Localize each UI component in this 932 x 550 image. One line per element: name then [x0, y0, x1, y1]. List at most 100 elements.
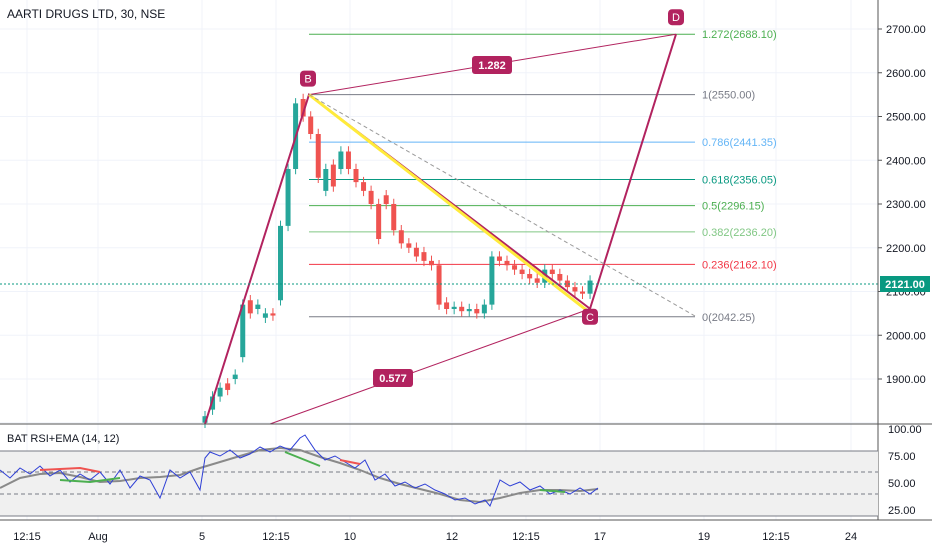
- rsi-bullish-segment-3: [539, 489, 566, 493]
- ema-line: [0, 446, 599, 504]
- candle-body: [315, 134, 321, 178]
- rsi-scale-ticks: 100.00 75.00 50.00 25.00: [888, 424, 922, 517]
- price-tick-label: 1900.00: [886, 374, 926, 386]
- yellow-trend-line[interactable]: [308, 93, 591, 314]
- rsi-pane: BAT RSI+EMA (14, 12) 100.00 75.00 50.00 25.…: [0, 424, 922, 517]
- rsi-bullish-segment-2: [284, 451, 321, 467]
- fib-label-1: 1(2550.00): [702, 90, 755, 102]
- rsi-tick-label: 75.00: [888, 451, 916, 463]
- candle-body: [255, 304, 261, 309]
- candle-body: [391, 204, 397, 231]
- candle-body: [444, 302, 450, 309]
- time-tick-label: 10: [344, 531, 356, 543]
- ratio-badge[interactable]: [472, 56, 512, 74]
- candle-body: [481, 304, 487, 314]
- ratio-badge[interactable]: [373, 369, 413, 387]
- candle-body: [368, 190, 374, 204]
- candle-body: [330, 164, 336, 187]
- candle-body: [459, 306, 465, 312]
- candle-body: [217, 387, 223, 397]
- candle-body: [564, 280, 570, 288]
- price-tick-label: 2000.00: [886, 330, 926, 342]
- candle-body: [202, 416, 208, 423]
- candle-body: [278, 225, 283, 301]
- candle-body: [270, 313, 276, 316]
- fib-label-0.382: 0.382(2236.20): [702, 227, 777, 239]
- price-tick-label: 2500.00: [886, 112, 926, 124]
- time-tick-label: 12: [446, 531, 458, 543]
- candle-body: [300, 99, 306, 117]
- candle-body: [580, 291, 585, 294]
- ratio-label: 0.577: [379, 373, 407, 385]
- candle-body: [240, 304, 246, 358]
- point-label-D: D: [672, 12, 680, 24]
- candle-body: [429, 260, 434, 266]
- candle-body: [549, 269, 555, 274]
- candle-body: [232, 374, 238, 379]
- time-axis[interactable]: 12:15 Aug 5 12:15 10 12 12:15 17 19 12:15 24: [13, 531, 857, 543]
- candle-body: [323, 169, 329, 191]
- candle-body: [496, 256, 502, 261]
- fib-label-0.5: 0.5(2296.15): [702, 201, 764, 213]
- candle-body: [376, 204, 382, 239]
- candle-body: [398, 230, 404, 244]
- chart-title: AARTI DRUGS LTD, 30, NSE: [7, 7, 165, 21]
- time-tick-label: 19: [698, 531, 710, 543]
- candle-body: [527, 274, 533, 279]
- candle-body: [519, 269, 525, 274]
- candle-body: [353, 169, 359, 183]
- fibonacci-levels[interactable]: 1.272(2688.10) 1(2550.00) 0.786(2441.35) 0.…: [309, 29, 777, 324]
- candle-body: [383, 195, 389, 204]
- point-label-C: C: [586, 312, 594, 324]
- candle-body: [512, 265, 518, 270]
- candle-body: [345, 151, 351, 169]
- rsi-bullish-segment: [59, 477, 121, 484]
- candle-body: [466, 309, 472, 312]
- price-scale[interactable]: [878, 0, 932, 550]
- candle-body: [413, 247, 419, 257]
- time-tick-label: 12:15: [512, 531, 540, 543]
- price-tick-label: 2700.00: [886, 24, 926, 36]
- candle-body: [534, 278, 540, 283]
- time-tick-label: 5: [199, 531, 205, 543]
- fib-label-0.786: 0.786(2441.35): [702, 137, 777, 149]
- last-price-badge: [880, 276, 930, 292]
- point-marker-C[interactable]: [582, 308, 598, 325]
- last-price-label: 2121.00: [885, 279, 925, 291]
- time-tick-label: 12:15: [762, 531, 790, 543]
- time-tick-label: 24: [845, 531, 857, 543]
- price-tick-label: 2600.00: [886, 68, 926, 80]
- pattern-xc-line[interactable]: [269, 308, 591, 425]
- candle-body: [262, 313, 268, 318]
- candle-body: [421, 252, 427, 261]
- candle-body: [587, 280, 593, 294]
- time-tick-label: 12:15: [262, 531, 290, 543]
- grid-lines: [0, 0, 878, 520]
- price-tick-label: 2200.00: [886, 243, 926, 255]
- candle-body: [285, 169, 291, 226]
- price-tick-label: 2400.00: [886, 155, 926, 167]
- candle-body: [451, 306, 457, 309]
- fib-label-0.618: 0.618(2356.05): [702, 174, 777, 186]
- time-tick-label: 12:15: [13, 531, 41, 543]
- candle-body: [474, 309, 480, 314]
- rsi-line: [0, 434, 599, 507]
- candle-body: [489, 256, 495, 305]
- fib-label-1.272: 1.272(2688.10): [702, 29, 777, 41]
- price-tick-label: 2300.00: [886, 199, 926, 211]
- price-scale-ticks: 2700.00 2600.00 2500.00 2400.00 2300.00 2200.…: [878, 24, 926, 386]
- candle-body: [406, 243, 412, 248]
- rsi-bearish-segment: [39, 466, 101, 473]
- pattern-legs[interactable]: [204, 33, 677, 425]
- ratio-label: 1.282: [478, 60, 506, 72]
- candle-body: [308, 116, 314, 134]
- point-marker-D[interactable]: [668, 9, 684, 26]
- fib-label-0: 0(2042.25): [702, 312, 755, 324]
- xabcd-pattern-drawing[interactable]: B C D 1.282 0.577: [204, 9, 696, 425]
- rsi-bearish-segment-2: [339, 459, 361, 465]
- indicator-title: BAT RSI+EMA (14, 12): [7, 433, 119, 445]
- candle-body: [557, 274, 563, 281]
- point-marker-B[interactable]: [300, 70, 316, 87]
- candle-body: [247, 300, 253, 314]
